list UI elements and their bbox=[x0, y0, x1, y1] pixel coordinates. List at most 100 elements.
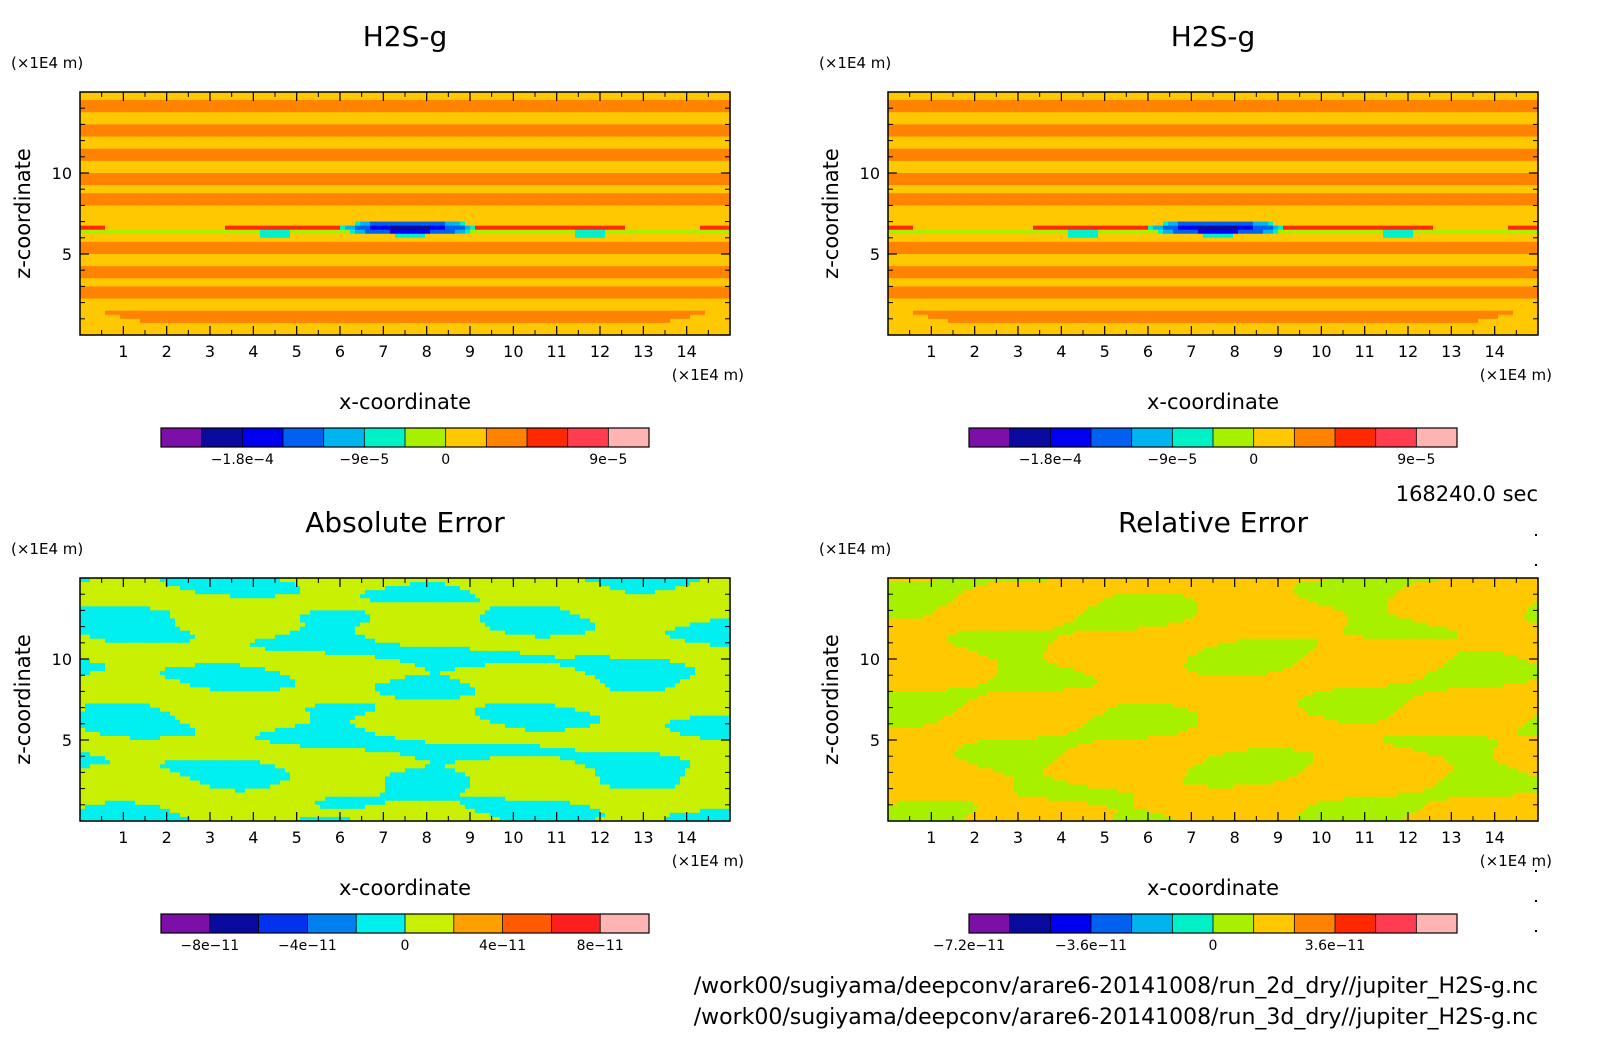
colorbar-label: 4e−11 bbox=[479, 938, 526, 954]
x-tick-label: 13 bbox=[1441, 342, 1461, 361]
x-tick-label: 6 bbox=[1143, 342, 1153, 361]
x-tick-label: 3 bbox=[205, 342, 215, 361]
x-tick-label: 3 bbox=[205, 828, 215, 847]
x-tick-label: 9 bbox=[465, 828, 475, 847]
x-tick-label: 11 bbox=[546, 828, 566, 847]
colorbar-swatch bbox=[161, 914, 210, 933]
x-tick-label: 12 bbox=[590, 342, 610, 361]
colorbar-swatch bbox=[324, 428, 365, 447]
x-tick-label: 7 bbox=[1186, 342, 1196, 361]
colorbar-swatch bbox=[161, 428, 202, 447]
colorbar-swatch bbox=[1172, 914, 1213, 933]
x-tick-label: 11 bbox=[546, 342, 566, 361]
y-unit-label: (×1E4 m) bbox=[11, 54, 83, 72]
x-tick-label: 13 bbox=[633, 828, 653, 847]
colorbar-label: −7.2e−11 bbox=[933, 938, 1005, 954]
x-tick-label: 5 bbox=[1100, 342, 1110, 361]
colorbar-label: −9e−5 bbox=[339, 452, 389, 468]
x-tick-label: 6 bbox=[335, 828, 345, 847]
x-axis-label: x-coordinate bbox=[339, 876, 471, 900]
y-axis-label: z-coordinate bbox=[11, 148, 35, 279]
x-tick-label: 5 bbox=[1100, 828, 1110, 847]
x-tick-label: 2 bbox=[970, 828, 980, 847]
x-unit-label: (×1E4 m) bbox=[672, 852, 744, 870]
y-axis-label: z-coordinate bbox=[11, 634, 35, 765]
y-axis-label: z-coordinate bbox=[819, 148, 843, 279]
colorbar-swatch bbox=[283, 428, 324, 447]
colorbar-swatch bbox=[1132, 428, 1173, 447]
colorbar-swatch bbox=[202, 428, 243, 447]
panel-title: H2S-g bbox=[1171, 20, 1256, 53]
colorbar-label: −3.6e−11 bbox=[1055, 938, 1127, 954]
x-tick-label: 14 bbox=[676, 342, 696, 361]
y-axis-label: z-coordinate bbox=[819, 634, 843, 765]
contour-field bbox=[80, 578, 731, 822]
x-tick-label: 6 bbox=[335, 342, 345, 361]
x-tick-label: 12 bbox=[1398, 342, 1418, 361]
colorbar-swatch bbox=[1050, 914, 1091, 933]
x-tick-label: 7 bbox=[1186, 828, 1196, 847]
x-tick-label: 13 bbox=[633, 342, 653, 361]
x-tick-label: 12 bbox=[590, 828, 610, 847]
x-axis-label: x-coordinate bbox=[1147, 876, 1279, 900]
x-tick-label: 10 bbox=[1311, 342, 1331, 361]
colorbar-swatch bbox=[1132, 914, 1173, 933]
x-tick-label: 8 bbox=[1230, 342, 1240, 361]
x-tick-label: 10 bbox=[503, 828, 523, 847]
colorbar-swatch bbox=[486, 428, 527, 447]
x-axis-label: x-coordinate bbox=[339, 390, 471, 414]
colorbar-swatch bbox=[1416, 914, 1457, 933]
x-tick-label: 10 bbox=[1311, 828, 1331, 847]
colorbar-swatch bbox=[1254, 428, 1295, 447]
colorbar-swatch bbox=[1294, 914, 1335, 933]
x-tick-label: 14 bbox=[676, 828, 696, 847]
colorbar-swatch bbox=[969, 914, 1010, 933]
colorbar-swatch bbox=[356, 914, 405, 933]
panel-title: Absolute Error bbox=[305, 506, 505, 539]
x-tick-label: 7 bbox=[378, 342, 388, 361]
x-tick-label: 7 bbox=[378, 828, 388, 847]
colorbar-swatch bbox=[1091, 914, 1132, 933]
panel-title: H2S-g bbox=[363, 20, 448, 53]
y-tick-label: 10 bbox=[52, 164, 72, 183]
y-tick-label: 5 bbox=[62, 245, 72, 264]
colorbar-swatch bbox=[364, 428, 405, 447]
colorbar-label: 0 bbox=[1249, 452, 1258, 468]
colorbar-label: 0 bbox=[441, 452, 450, 468]
colorbar-swatch bbox=[405, 428, 446, 447]
x-tick-label: 4 bbox=[1056, 828, 1066, 847]
colorbar-swatch bbox=[503, 914, 552, 933]
colorbar-swatch bbox=[1010, 428, 1051, 447]
file-path-1: /work00/sugiyama/deepconv/arare6-2014100… bbox=[694, 974, 1538, 999]
colorbar: −7.2e−11 −3.6e−11 0 3.6e−11 bbox=[933, 914, 1458, 954]
colorbar-label: −4e−11 bbox=[278, 938, 337, 954]
x-tick-label: 2 bbox=[970, 342, 980, 361]
x-tick-label: 10 bbox=[503, 342, 523, 361]
y-tick-label: 5 bbox=[870, 245, 880, 264]
x-tick-label: 8 bbox=[422, 342, 432, 361]
x-tick-label: 5 bbox=[292, 828, 302, 847]
colorbar-swatch bbox=[568, 428, 609, 447]
x-tick-label: 13 bbox=[1441, 828, 1461, 847]
x-tick-label: 12 bbox=[1398, 828, 1418, 847]
colorbar-label: −8e−11 bbox=[180, 938, 239, 954]
x-tick-label: 1 bbox=[926, 342, 936, 361]
x-tick-label: 9 bbox=[1273, 828, 1283, 847]
colorbar-swatch bbox=[1213, 428, 1254, 447]
time-label: 168240.0 sec bbox=[1396, 482, 1538, 506]
y-tick-label: 5 bbox=[62, 731, 72, 750]
colorbar-label: 0 bbox=[1209, 938, 1218, 954]
contour-field bbox=[80, 92, 731, 336]
colorbar-swatch bbox=[259, 914, 308, 933]
x-tick-label: 4 bbox=[248, 828, 258, 847]
y-tick-label: 5 bbox=[870, 731, 880, 750]
colorbar-label: 3.6e−11 bbox=[1305, 938, 1365, 954]
colorbar-label: −9e−5 bbox=[1147, 452, 1197, 468]
x-tick-label: 8 bbox=[422, 828, 432, 847]
y-unit-label: (×1E4 m) bbox=[819, 540, 891, 558]
